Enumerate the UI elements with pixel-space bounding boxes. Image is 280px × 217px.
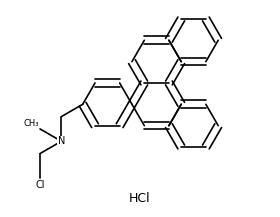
- Text: N: N: [58, 136, 65, 146]
- Text: HCl: HCl: [129, 192, 151, 205]
- Text: Cl: Cl: [35, 180, 45, 190]
- Text: CH₃: CH₃: [24, 119, 39, 128]
